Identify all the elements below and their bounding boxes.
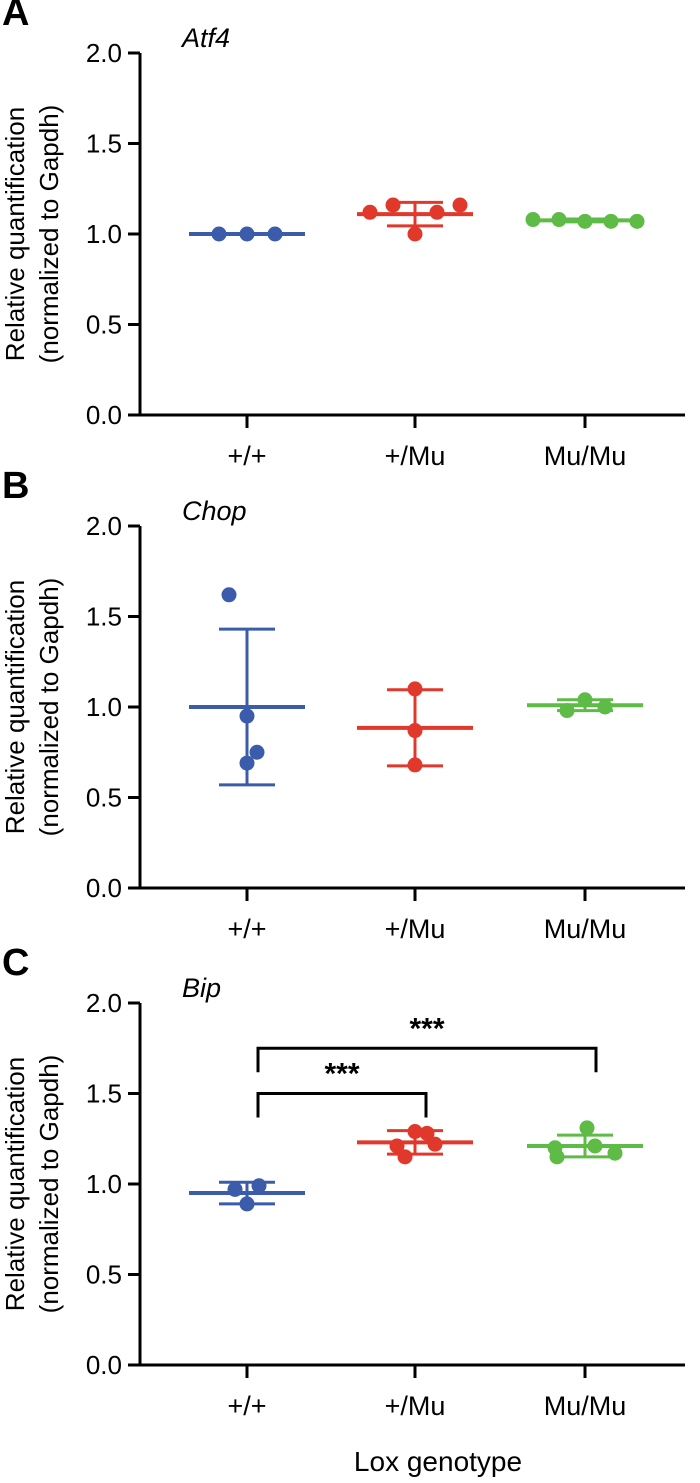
x-tick-label: +/+ bbox=[227, 1391, 266, 1421]
y-tick-label: 0.0 bbox=[86, 400, 122, 430]
data-point bbox=[407, 757, 423, 773]
data-point bbox=[597, 699, 613, 715]
y-tick-label: 1.5 bbox=[86, 129, 122, 159]
data-point bbox=[407, 681, 423, 697]
y-tick-label: 1.5 bbox=[86, 1079, 122, 1109]
y-tick-label: 0.5 bbox=[86, 1260, 122, 1290]
y-tick-label: 2.0 bbox=[86, 988, 122, 1018]
series-1 bbox=[357, 1124, 473, 1165]
data-point bbox=[227, 1181, 243, 1197]
x-tick-label: +/+ bbox=[227, 914, 266, 944]
y-tick-label: 2.0 bbox=[86, 511, 122, 541]
data-point bbox=[267, 226, 283, 242]
panel-letter: C bbox=[2, 942, 29, 984]
y-tick-label: 0.0 bbox=[86, 873, 122, 903]
y-axis-label: Relative quantification (normalized to Ga… bbox=[0, 1055, 64, 1314]
panel-c: C Bip 0.0 0.5 1.0 1.5 2.0 +/+ +/Mu Mu/Mu Relative … bbox=[0, 942, 685, 1421]
x-tick-label: +/+ bbox=[227, 441, 266, 471]
panel-a: A Atf4 0.0 0.5 1.0 1.5 2.0 +/+ +/Mu Mu/Mu Relative… bbox=[0, 0, 685, 471]
series-0 bbox=[189, 587, 305, 787]
bracket-line bbox=[256, 1046, 598, 1073]
data-point bbox=[419, 1125, 435, 1141]
data-point bbox=[525, 212, 541, 228]
significance-label: *** bbox=[324, 1058, 359, 1091]
data-point bbox=[362, 204, 378, 220]
data-point bbox=[389, 1138, 405, 1154]
bracket-line bbox=[256, 1092, 428, 1118]
data-point bbox=[239, 1196, 255, 1212]
significance-bracket: *** bbox=[256, 1012, 598, 1073]
data-point bbox=[549, 1149, 565, 1165]
data-point bbox=[249, 744, 265, 760]
data-point bbox=[221, 587, 237, 603]
y-axis-label: Relative quantification (normalized to Ga… bbox=[0, 105, 64, 364]
y-axis-label: Relative quantification (normalized to Ga… bbox=[0, 578, 64, 837]
series-2 bbox=[527, 692, 643, 719]
panel-b: B Chop 0.0 0.5 1.0 1.5 2.0 +/+ +/Mu Mu/Mu Relative… bbox=[0, 465, 685, 944]
y-axis-label-line1: Relative quantification bbox=[0, 107, 30, 361]
series-1 bbox=[357, 197, 473, 242]
data-point bbox=[397, 1149, 413, 1165]
data-point bbox=[211, 226, 227, 242]
data-point bbox=[429, 204, 445, 220]
series-2 bbox=[525, 212, 645, 229]
y-tick-label: 1.5 bbox=[86, 602, 122, 632]
y-tick-label: 2.0 bbox=[86, 38, 122, 68]
x-tick-label: Mu/Mu bbox=[544, 1391, 627, 1421]
y-tick-label: 1.0 bbox=[86, 219, 122, 249]
data-point bbox=[239, 708, 255, 724]
data-point bbox=[551, 212, 567, 228]
panel-letter: B bbox=[2, 465, 29, 507]
y-tick-label: 1.0 bbox=[86, 692, 122, 722]
y-axis-label-line1: Relative quantification bbox=[0, 1057, 30, 1311]
data-point bbox=[607, 1145, 623, 1161]
series-2 bbox=[527, 1120, 643, 1165]
data-point bbox=[629, 213, 645, 229]
x-axis-label: Lox genotype bbox=[354, 1446, 522, 1477]
data-point bbox=[239, 755, 255, 771]
data-point bbox=[251, 1178, 267, 1194]
series-1 bbox=[357, 681, 473, 773]
significance-bracket: *** bbox=[256, 1058, 428, 1118]
x-tick-label: +/Mu bbox=[385, 1391, 446, 1421]
chart-title: Atf4 bbox=[180, 23, 230, 53]
panel-letter: A bbox=[2, 0, 29, 34]
y-tick-label: 1.0 bbox=[86, 1169, 122, 1199]
data-point bbox=[587, 1138, 603, 1154]
data-point bbox=[559, 703, 575, 719]
data-point bbox=[577, 213, 593, 229]
data-point bbox=[407, 226, 423, 242]
data-point bbox=[603, 213, 619, 229]
data-point bbox=[427, 1136, 443, 1152]
y-tick-label: 0.5 bbox=[86, 310, 122, 340]
y-axis-label-line2: (normalized to Gapdh) bbox=[34, 1055, 64, 1314]
data-point bbox=[579, 1120, 595, 1136]
y-tick-label: 0.0 bbox=[86, 1350, 122, 1380]
data-point bbox=[407, 723, 423, 739]
x-tick-label: +/Mu bbox=[385, 914, 446, 944]
data-point bbox=[239, 226, 255, 242]
chart-title: Bip bbox=[182, 973, 221, 1003]
data-point bbox=[577, 692, 593, 708]
data-point bbox=[452, 197, 468, 213]
series-0 bbox=[189, 226, 305, 242]
chart-title: Chop bbox=[182, 496, 247, 526]
y-axis-label-line2: (normalized to Gapdh) bbox=[34, 578, 64, 837]
y-tick-label: 0.5 bbox=[86, 783, 122, 813]
y-axis-label-line2: (normalized to Gapdh) bbox=[34, 105, 64, 364]
series-0 bbox=[189, 1178, 305, 1212]
x-tick-label: +/Mu bbox=[385, 441, 446, 471]
x-tick-label: Mu/Mu bbox=[544, 914, 627, 944]
significance-label: *** bbox=[409, 1012, 444, 1045]
y-axis-label-line1: Relative quantification bbox=[0, 580, 30, 834]
x-tick-label: Mu/Mu bbox=[544, 441, 627, 471]
data-point bbox=[407, 1124, 423, 1140]
data-point bbox=[385, 197, 401, 213]
